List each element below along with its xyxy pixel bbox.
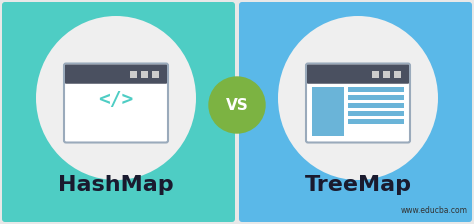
FancyBboxPatch shape — [65, 65, 167, 84]
FancyBboxPatch shape — [394, 71, 401, 78]
FancyBboxPatch shape — [64, 63, 168, 142]
Text: TreeMap: TreeMap — [304, 175, 411, 195]
FancyBboxPatch shape — [348, 87, 404, 92]
Text: www.educba.com: www.educba.com — [401, 206, 468, 215]
FancyBboxPatch shape — [306, 63, 410, 142]
FancyBboxPatch shape — [383, 71, 390, 78]
FancyBboxPatch shape — [348, 103, 404, 108]
FancyBboxPatch shape — [2, 2, 235, 222]
FancyBboxPatch shape — [141, 71, 148, 78]
Circle shape — [209, 77, 265, 133]
FancyBboxPatch shape — [372, 71, 379, 78]
Ellipse shape — [36, 16, 196, 180]
Text: </>: </> — [99, 90, 134, 109]
Text: HashMap: HashMap — [58, 175, 174, 195]
Text: VS: VS — [226, 97, 248, 112]
Ellipse shape — [278, 16, 438, 180]
FancyBboxPatch shape — [312, 87, 344, 136]
FancyBboxPatch shape — [348, 95, 404, 100]
FancyBboxPatch shape — [348, 119, 404, 124]
FancyBboxPatch shape — [348, 111, 404, 116]
FancyBboxPatch shape — [307, 65, 409, 84]
FancyBboxPatch shape — [239, 2, 472, 222]
FancyBboxPatch shape — [152, 71, 159, 78]
FancyBboxPatch shape — [130, 71, 137, 78]
